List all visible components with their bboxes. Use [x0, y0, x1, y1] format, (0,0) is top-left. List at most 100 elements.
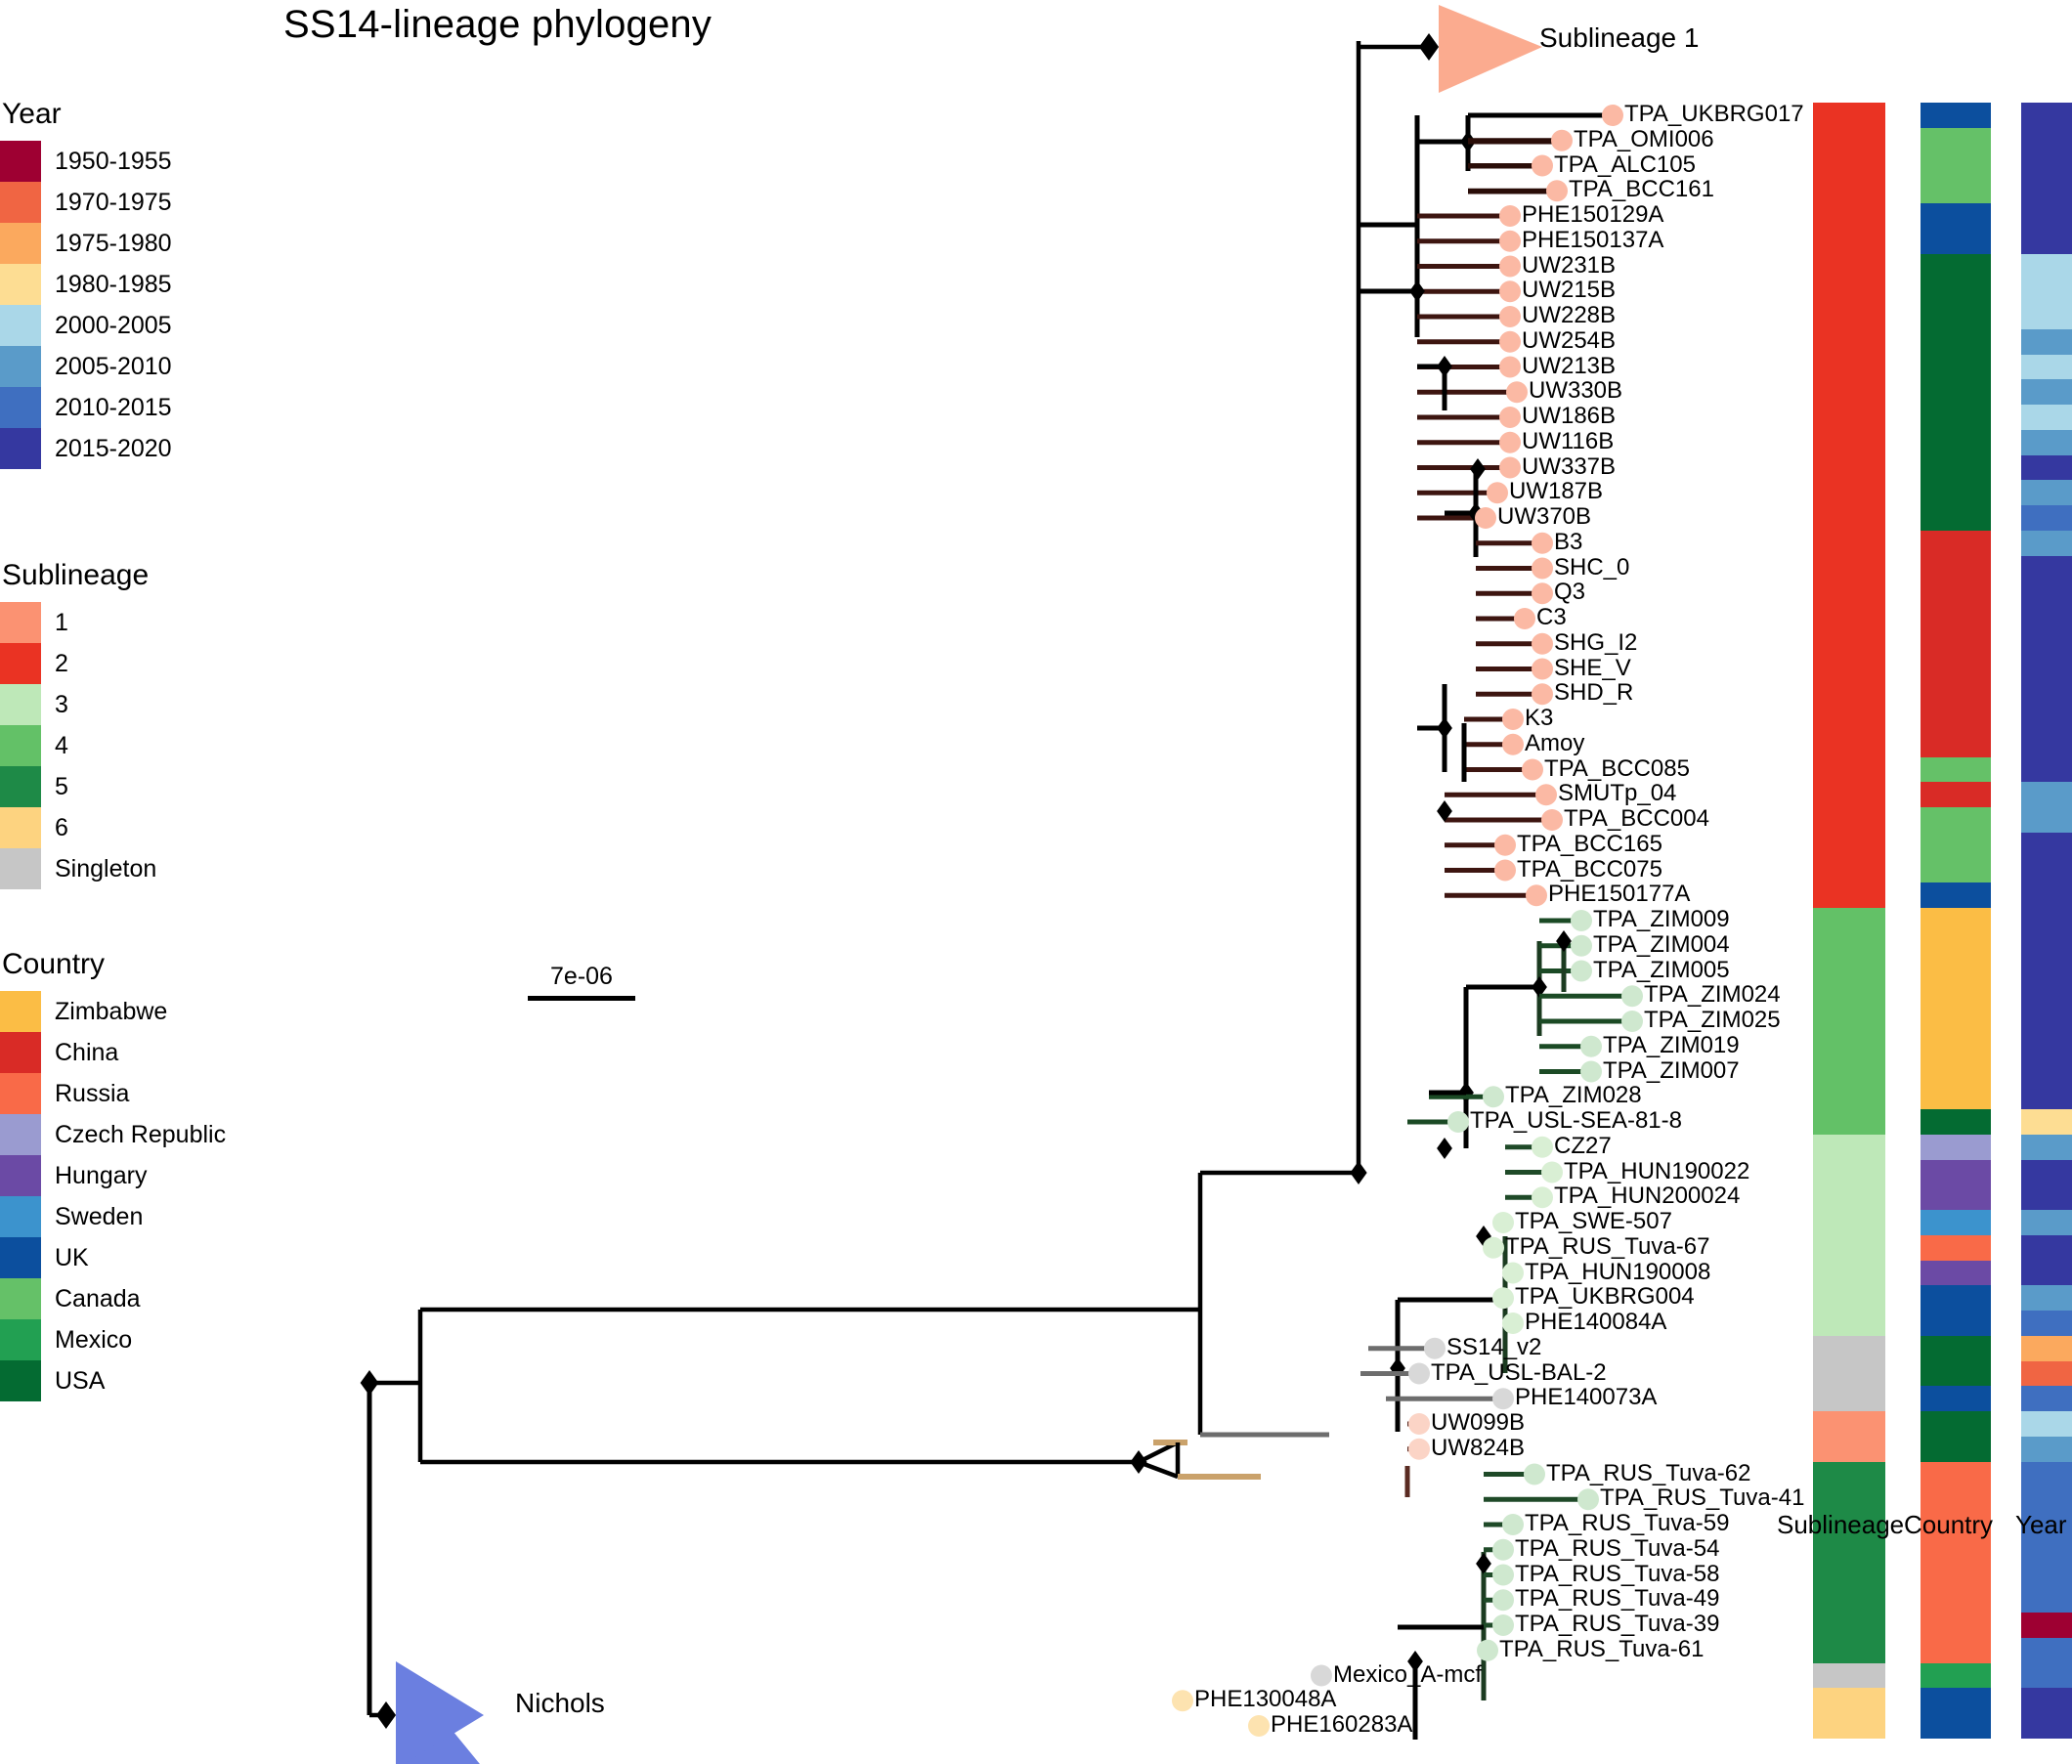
strip-cell-country — [1921, 1109, 1991, 1135]
legend-country-item[interactable]: Sweden — [0, 1196, 226, 1237]
strip-cell-year — [2021, 1285, 2072, 1311]
tip-point — [1541, 809, 1563, 831]
strip-cell-year — [2021, 882, 2072, 908]
tip-label: TPA_SWE-507 — [1515, 1208, 1672, 1234]
tip-label: SHE_V — [1554, 654, 1631, 681]
tip-label: TPA_ZIM007 — [1603, 1056, 1740, 1084]
legend-country-item[interactable]: Russia — [0, 1073, 226, 1114]
legend-year-item[interactable]: 2015-2020 — [0, 428, 172, 469]
strip-cell-sublineage — [1813, 807, 1885, 833]
tip-point — [1532, 632, 1553, 655]
strip-cell-sublineage — [1813, 379, 1885, 405]
legend-year-label: 2010-2015 — [55, 393, 172, 421]
strip-cell-year — [2021, 1159, 2072, 1185]
legend-country-swatch — [0, 1155, 41, 1196]
strip-cell-country — [1921, 1159, 1991, 1185]
tip-label: PHE130048A — [1194, 1686, 1337, 1713]
tip-point — [1602, 105, 1623, 126]
strip-cell-sublineage — [1813, 1009, 1885, 1034]
legend-country-item[interactable]: USA — [0, 1360, 226, 1401]
legend-country-item[interactable]: Canada — [0, 1278, 226, 1319]
tip-label: TPA_ALC105 — [1554, 151, 1696, 178]
strip-cell-sublineage — [1813, 1033, 1885, 1059]
strip-cell-country — [1921, 127, 1991, 153]
tip-label: UW254B — [1522, 326, 1617, 354]
legend-country-item[interactable]: China — [0, 1032, 226, 1073]
strip-cell-country — [1921, 1512, 1991, 1537]
tip-point — [1571, 910, 1592, 931]
tip-point — [1487, 482, 1508, 504]
strip-cell-sublineage — [1813, 983, 1885, 1009]
legend-country-item[interactable]: Hungary — [0, 1155, 226, 1196]
strip-cell-sublineage — [1813, 1613, 1885, 1638]
strip-cell-sublineage — [1813, 454, 1885, 481]
legend-year-swatch — [0, 305, 41, 346]
strip-cell-sublineage — [1813, 1386, 1885, 1411]
strip-cell-year — [2021, 707, 2072, 732]
strip-cell-year — [2021, 328, 2072, 355]
strip-cell-sublineage — [1813, 480, 1885, 505]
strip-cell-year — [2021, 279, 2072, 304]
strip-cell-sublineage — [1813, 731, 1885, 757]
tip-point — [1311, 1664, 1332, 1687]
tip-point — [1492, 1589, 1514, 1612]
strip-cell-year — [2021, 530, 2072, 556]
legend-country-item[interactable]: Mexico — [0, 1319, 226, 1360]
legend-sublineage-label: 3 — [55, 690, 68, 718]
legend-year-label: 1975-1980 — [55, 229, 172, 257]
tip-label: UW099B — [1431, 1409, 1526, 1436]
legend-sublineage-label: 6 — [55, 813, 68, 841]
strip-cell-country — [1921, 1536, 1991, 1563]
tip-label: SHG_I2 — [1554, 628, 1638, 656]
legend-sublineage-item[interactable]: 3 — [0, 684, 156, 725]
legend-year-items: 1950-1955 1970-1975 1975-1980 1980-1985 2000… — [0, 141, 172, 469]
legend-country-item[interactable]: Zimbabwe — [0, 991, 226, 1032]
strip-title-sublineage: Sublineage — [1777, 1510, 1905, 1539]
tip-label: PHE150177A — [1548, 881, 1691, 908]
strip-cell-country — [1921, 581, 1991, 606]
strip-cell-country — [1921, 1084, 1991, 1109]
legend-country-label: USA — [55, 1366, 106, 1395]
tip-label: TPA_UKBRG017 — [1624, 101, 1804, 127]
strip-cell-year — [2021, 1109, 2072, 1135]
legend-sublineage-item[interactable]: Singleton — [0, 848, 156, 889]
legend-sublineage-item[interactable]: 5 — [0, 766, 156, 807]
scale-bar-line — [528, 996, 635, 1001]
legend-country-item[interactable]: UK — [0, 1237, 226, 1278]
strip-cell-sublineage — [1813, 1109, 1885, 1135]
strip-cell-country — [1921, 932, 1991, 959]
strip-cell-country — [1921, 178, 1991, 203]
strip-cell-year — [2021, 581, 2072, 606]
legend-sublineage-item[interactable]: 2 — [0, 643, 156, 684]
legend-year-item[interactable]: 2005-2010 — [0, 346, 172, 387]
legend-year-item[interactable]: 2000-2005 — [0, 305, 172, 346]
legend-year-item[interactable]: 1950-1955 — [0, 141, 172, 182]
strip-cell-country — [1921, 1058, 1991, 1085]
tip-label: UW231B — [1522, 251, 1617, 279]
strip-cell-sublineage — [1813, 429, 1885, 455]
tip-point — [1551, 129, 1573, 151]
tip-label: UW370B — [1497, 503, 1592, 530]
legend-country-item[interactable]: Czech Republic — [0, 1114, 226, 1155]
strip-cell-sublineage — [1813, 1134, 1885, 1160]
legend-year-item[interactable]: 1970-1975 — [0, 182, 172, 223]
strip-cell-country — [1921, 1411, 1991, 1437]
legend-sublineage-item[interactable]: 1 — [0, 602, 156, 643]
strip-cell-year — [2021, 1637, 2072, 1663]
legend-sublineage-title: Sublineage — [2, 559, 150, 591]
tip-label: TPA_ZIM019 — [1603, 1031, 1740, 1058]
legend-sublineage-item[interactable]: 4 — [0, 725, 156, 766]
legend-year-item[interactable]: 1980-1985 — [0, 264, 172, 305]
legend-country-swatch — [0, 1237, 41, 1278]
tip-label: Q3 — [1554, 579, 1586, 606]
strip-cell-sublineage — [1813, 1536, 1885, 1563]
legend-year-item[interactable]: 1975-1980 — [0, 223, 172, 264]
tip-point — [1494, 834, 1516, 856]
strip-cell-sublineage — [1813, 279, 1885, 304]
node-support-marker — [1470, 458, 1486, 480]
legend-year-title: Year — [2, 98, 62, 130]
strip-cell-year — [2021, 983, 2072, 1009]
legend-sublineage-item[interactable]: 6 — [0, 807, 156, 848]
legend-year-item[interactable]: 2010-2015 — [0, 387, 172, 428]
